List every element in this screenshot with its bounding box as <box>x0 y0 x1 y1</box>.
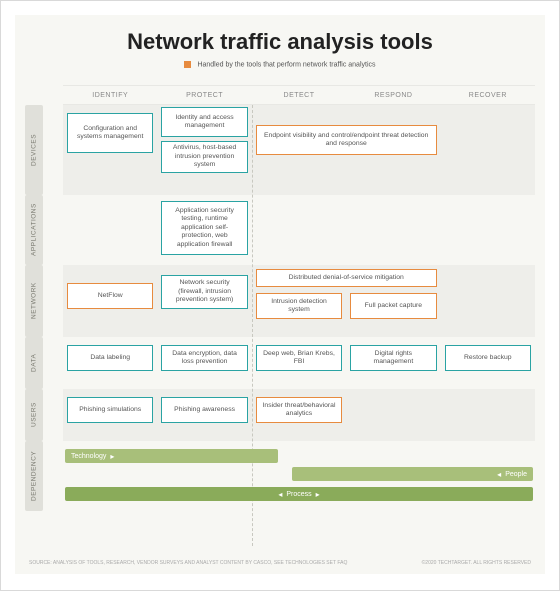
row-label-dependency: DEPENDENCY <box>25 441 43 511</box>
cell-data-labeling: Data labeling <box>67 345 153 371</box>
row-label-devices: DEVICES <box>25 105 43 195</box>
legend-label: Handled by the tools that perform networ… <box>197 61 375 68</box>
column-header: IDENTIFY <box>63 85 157 105</box>
cell-full-packet: Full packet capture <box>350 293 436 319</box>
legend-swatch <box>184 61 191 68</box>
diagram-frame: Network traffic analysis tools Handled b… <box>0 0 560 591</box>
cell-config-mgmt: Configuration and systems management <box>67 113 153 153</box>
column-header: RESPOND <box>346 85 440 105</box>
column-header: DETECT <box>252 85 346 105</box>
row-label-applications: APPLICATIONS <box>25 195 43 265</box>
cell-data-enc: Data encryption, data loss prevention <box>161 345 247 371</box>
row-label-users: USERS <box>25 389 43 441</box>
footer-right: ©2020 TECHTARGET. ALL RIGHTS RESERVED <box>422 560 531 566</box>
cell-ids: Intrusion detection system <box>256 293 342 319</box>
cell-endpoint-vis: Endpoint visibility and control/endpoint… <box>256 125 437 155</box>
vertical-divider <box>252 105 253 546</box>
cell-netflow: NetFlow <box>67 283 153 309</box>
bar-people-bar: People <box>292 467 533 481</box>
row-label-network: NETWORK <box>25 265 43 337</box>
footer: SOURCE: ANALYSIS OF TOOLS, RESEARCH, VEN… <box>29 560 531 566</box>
row-labels: DEVICESAPPLICATIONSNETWORKDATAUSERSDEPEN… <box>25 105 63 546</box>
cell-drm: Digital rights management <box>350 345 436 371</box>
cell-insider-threat: Insider threat/behavioral analytics <box>256 397 342 423</box>
footer-left: SOURCE: ANALYSIS OF TOOLS, RESEARCH, VEN… <box>29 560 347 566</box>
cell-identity-mgmt: Identity and access management <box>161 107 247 137</box>
cell-restore: Restore backup <box>445 345 531 371</box>
page-title: Network traffic analysis tools <box>15 15 545 55</box>
bar-process-bar: Process <box>65 487 533 501</box>
cell-net-sec: Network security (firewall, intrusion pr… <box>161 275 247 309</box>
cell-app-sec: Application security testing, runtime ap… <box>161 201 247 255</box>
chart-area: IDENTIFYPROTECTDETECTRESPONDRECOVER DEVI… <box>25 85 535 546</box>
diagram-panel: Network traffic analysis tools Handled b… <box>15 15 545 574</box>
column-header: RECOVER <box>441 85 535 105</box>
bar-tech-bar: Technology <box>65 449 278 463</box>
grid: Configuration and systems management Iden… <box>63 105 535 546</box>
cell-deep-web: Deep web, Brian Krebs, FBI <box>256 345 342 371</box>
cell-phish-aware: Phishing awareness <box>161 397 247 423</box>
cell-ddos: Distributed denial-of-service mitigation <box>256 269 437 287</box>
row-label-data: DATA <box>25 337 43 389</box>
column-header: PROTECT <box>157 85 251 105</box>
cell-phish-sim: Phishing simulations <box>67 397 153 423</box>
legend: Handled by the tools that perform networ… <box>15 61 545 68</box>
cell-antivirus: Antivirus, host-based intrusion preventi… <box>161 141 247 173</box>
column-headers: IDENTIFYPROTECTDETECTRESPONDRECOVER <box>63 85 535 105</box>
